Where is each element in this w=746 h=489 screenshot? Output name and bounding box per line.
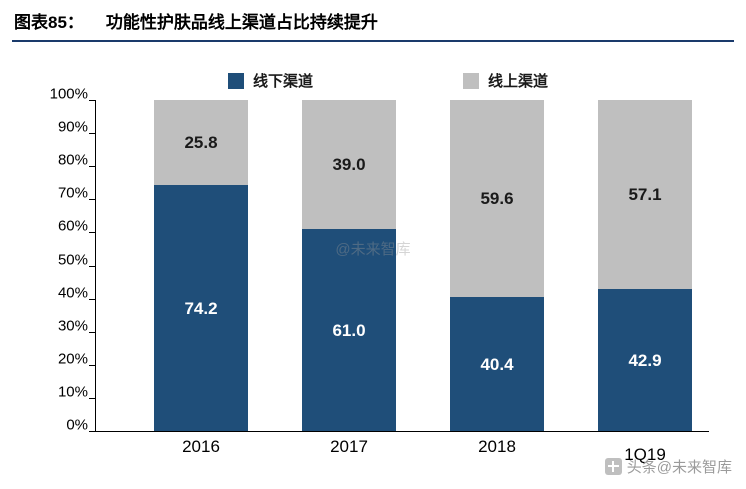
legend-item-offline: 线下渠道	[228, 70, 313, 91]
bar-label-offline-2016: 74.2	[184, 298, 218, 318]
y-axis-tick-mark-20	[89, 364, 95, 366]
y-axis-tick-mark-50	[89, 265, 95, 267]
x-tick-label-2018: 2018	[478, 437, 516, 456]
legend-swatch-icon-online	[463, 72, 480, 89]
page-title: 功能性护肤品线上渠道占比持续提升	[105, 13, 378, 32]
y-axis-tick-mark-40	[89, 298, 95, 300]
legend-item-online: 线上渠道	[463, 70, 548, 91]
bars-container: 25.8 74.2 39.0 61.0 59.6	[96, 100, 709, 431]
x-tick-label-1Q19: 1Q19	[624, 445, 666, 464]
bar-label-offline-1Q19: 42.9	[628, 350, 662, 370]
y-axis-tick-mark-30	[89, 331, 95, 333]
y-tick-20: 20%	[57, 350, 88, 368]
y-tick-100: 100%	[49, 85, 88, 103]
figure-label: 图表85：	[14, 13, 84, 32]
y-axis-tick-mark-0	[89, 431, 95, 432]
bar-segment-online-2018[interactable]: 59.6	[450, 100, 544, 298]
bar-label-online-2016: 25.8	[184, 133, 218, 153]
x-axis-tick-labels: 2016 2017 2018 1Q19	[96, 437, 709, 467]
y-axis-tick-mark-70	[89, 199, 95, 201]
bar-segment-online-1Q19[interactable]: 57.1	[598, 100, 692, 289]
bar-segment-offline-2016[interactable]: 74.2	[154, 185, 248, 431]
bar-label-online-1Q19: 57.1	[628, 185, 662, 204]
y-axis-tick-mark-10	[89, 397, 95, 399]
y-axis-tick-mark-80	[89, 166, 95, 168]
bar-label-offline-2018: 40.4	[480, 354, 514, 374]
legend-label-offline: 线下渠道	[253, 73, 314, 90]
y-axis-tick-labels: 0% 10% 20% 30% 40% 50% 60% 70% 80% 90% 1…	[30, 86, 88, 434]
x-axis-line	[95, 431, 709, 432]
y-tick-70: 70%	[57, 184, 88, 202]
x-tick-label-2017: 2017	[330, 437, 368, 456]
figure-title-bar: 图表85： 功能性护肤品线上渠道占比持续提升	[14, 8, 378, 33]
bar-label-online-2018: 59.6	[480, 189, 514, 209]
y-tick-0: 0%	[66, 416, 88, 434]
bar-label-online-2017: 39.0	[332, 155, 366, 175]
bar-segment-offline-1Q19[interactable]: 42.9	[598, 289, 692, 431]
bar-segment-online-2017[interactable]: 39.0	[302, 100, 396, 230]
y-axis-tick-mark-100	[89, 100, 95, 101]
x-tick-label-2016: 2016	[182, 437, 220, 456]
y-tick-60: 60%	[57, 217, 88, 235]
chart-legend: 线下渠道 线上渠道	[228, 70, 548, 91]
y-axis-tick-mark-60	[89, 232, 95, 234]
y-tick-50: 50%	[57, 251, 88, 268]
legend-swatch-icon-offline	[228, 72, 244, 89]
bar-label-offline-2017: 61.0	[332, 320, 366, 340]
y-tick-80: 80%	[57, 151, 88, 169]
y-axis-tick-mark-90	[89, 133, 95, 135]
y-tick-40: 40%	[57, 284, 88, 302]
legend-label-online: 线上渠道	[488, 73, 549, 90]
y-axis-line	[95, 100, 96, 432]
title-divider	[12, 40, 734, 42]
bar-segment-offline-2017[interactable]: 61.0	[302, 229, 396, 431]
y-tick-30: 30%	[57, 317, 88, 335]
y-tick-90: 90%	[57, 118, 88, 136]
y-tick-10: 10%	[57, 383, 88, 401]
bar-segment-offline-2018[interactable]: 40.4	[450, 297, 544, 431]
bar-segment-online-2016[interactable]: 25.8	[154, 100, 248, 186]
